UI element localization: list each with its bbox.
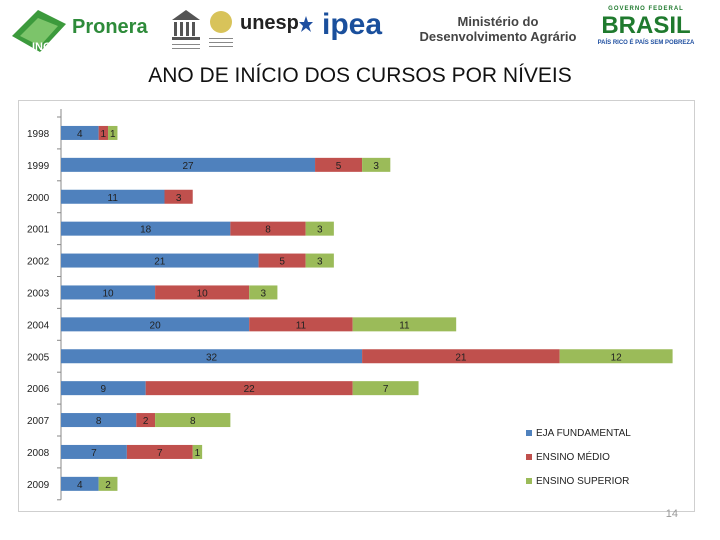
y-tick-label: 2002 (27, 257, 50, 268)
incra-logo: INCRA (8, 6, 70, 56)
unesco-logo (168, 6, 204, 54)
unesp-logo: unesp (240, 12, 313, 35)
data-label: 20 (150, 320, 162, 331)
data-label: 3 (176, 193, 182, 204)
incra-logo-text: INCRA (32, 41, 67, 53)
pronera-logo: Pronera (72, 12, 148, 42)
data-label: 32 (206, 352, 218, 363)
data-label: 3 (373, 161, 379, 172)
legend-swatch (526, 478, 532, 484)
data-label: 5 (279, 257, 285, 268)
y-tick-label: 2000 (27, 193, 50, 204)
data-label: 27 (182, 161, 194, 172)
legend-swatch (526, 454, 532, 460)
data-label: 2 (143, 416, 149, 427)
brasil-logo: GOVERNO FEDERAL BRASIL PAÍS RICO É PAÍS … (596, 6, 696, 50)
data-label: 3 (261, 288, 267, 299)
data-label: 4 (77, 480, 83, 491)
data-label: 5 (336, 161, 342, 172)
data-label: 12 (611, 352, 623, 363)
y-tick-label: 2008 (27, 448, 50, 459)
data-label: 1 (110, 129, 116, 140)
y-tick-label: 2007 (27, 416, 50, 427)
chart-title: ANO DE INÍCIO DOS CURSOS POR NÍVEIS (0, 64, 720, 88)
chart-area: 1998 4 1 1 1999 27 5 3 2000 11 3 2001 18 8 3 2002 21 5 3 20… (18, 100, 695, 512)
data-label: 1 (195, 448, 201, 459)
data-label: 21 (154, 257, 166, 268)
y-tick-label: 2004 (27, 320, 50, 331)
brasil-sub-text: PAÍS RICO É PAÍS SEM POBREZA (596, 40, 696, 46)
data-label: 22 (244, 384, 256, 395)
data-label: 3 (317, 225, 323, 236)
data-label: 2 (105, 480, 111, 491)
y-tick-label: 2006 (27, 384, 50, 395)
page-number: 14 (666, 508, 678, 520)
data-label: 10 (197, 288, 209, 299)
ipea-logo: ipea (322, 8, 382, 42)
data-label: 11 (296, 320, 307, 331)
data-label: 4 (77, 129, 83, 140)
legend-label: ENSINO SUPERIOR (536, 476, 629, 487)
y-tick-label: 2005 (27, 352, 50, 363)
mda-logo: Ministério do Desenvolvimento Agrário (418, 14, 578, 44)
data-label: 11 (399, 320, 410, 331)
data-label: 7 (91, 448, 97, 459)
mda-logo-text: Ministério do Desenvolvimento Agrário (419, 14, 576, 44)
data-label: 8 (96, 416, 102, 427)
data-label: 8 (190, 416, 196, 427)
pronera-logo-text: Pronera (72, 16, 148, 39)
data-label: 21 (455, 352, 467, 363)
data-label: 7 (157, 448, 163, 459)
data-label: 10 (102, 288, 114, 299)
data-label: 7 (383, 384, 389, 395)
brasil-logo-text: BRASIL (596, 12, 696, 40)
data-label: 11 (108, 193, 119, 204)
ipea-logo-text: ipea (322, 8, 382, 42)
legend-swatch (526, 430, 532, 436)
header-logos: INCRA Pronera unesp ipea (0, 0, 720, 62)
data-label: 9 (101, 384, 107, 395)
unesp-star-icon (299, 15, 313, 33)
y-tick-label: 2009 (27, 480, 50, 491)
y-tick-label: 2001 (27, 225, 50, 236)
legend-label: ENSINO MÉDIO (536, 450, 610, 463)
y-tick-label: 1999 (27, 161, 50, 172)
unesp-logo-text: unesp (240, 12, 299, 35)
unitrabalho-logo (206, 8, 236, 52)
y-tick-label: 1998 (27, 129, 50, 140)
y-tick-label: 2003 (27, 288, 50, 299)
data-label: 1 (101, 129, 107, 140)
legend-label: EJA FUNDAMENTAL (536, 428, 631, 439)
data-label: 8 (265, 225, 271, 236)
data-label: 18 (140, 225, 152, 236)
data-label: 3 (317, 257, 323, 268)
